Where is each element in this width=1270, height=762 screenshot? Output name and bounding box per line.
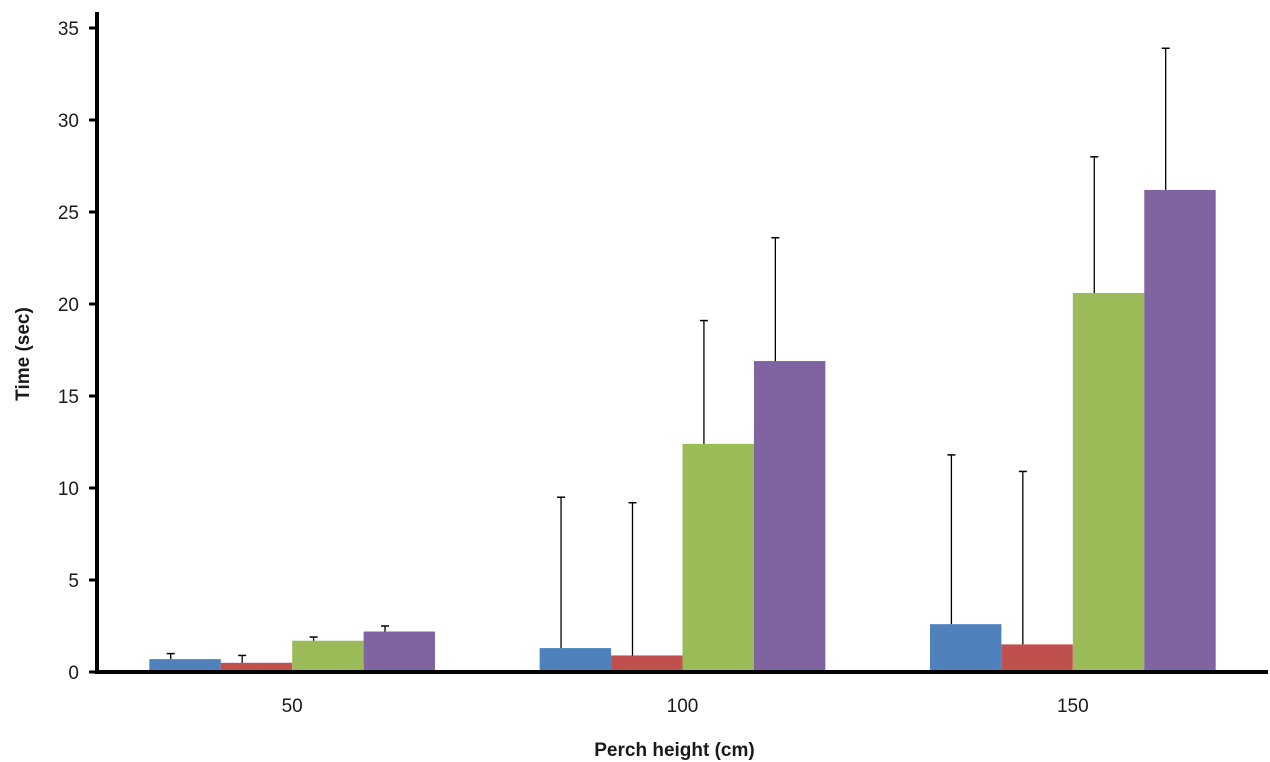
bar-s3-50	[292, 640, 364, 672]
y-tick-label: 0	[68, 663, 79, 684]
bar-s4-150	[1144, 189, 1216, 673]
bar-s1-150	[929, 624, 1002, 672]
bar-s4-100	[753, 361, 826, 672]
bar-s2-150	[1001, 644, 1073, 672]
y-tick-label: 15	[58, 387, 79, 408]
bar-s3-150	[1072, 292, 1145, 672]
error-bars-group	[166, 47, 1170, 663]
bar-s1-50	[149, 659, 221, 672]
bar-s3-100	[682, 443, 754, 672]
bar-s1-100	[539, 648, 612, 672]
bar-s4-50	[363, 631, 436, 672]
x-tick-label: 150	[1057, 696, 1089, 717]
y-tick-label: 10	[58, 479, 79, 500]
x-axis-title: Perch height (cm)	[594, 740, 754, 761]
y-tick-label: 35	[58, 19, 79, 40]
y-tick-label: 30	[58, 111, 79, 132]
y-axis-title: Time (sec)	[13, 307, 34, 401]
bar-s2-100	[611, 655, 683, 672]
x-tick-label: 50	[282, 696, 303, 717]
y-tick-label: 25	[58, 203, 79, 224]
x-tick-label: 100	[667, 696, 699, 717]
y-tick-label: 20	[58, 295, 79, 316]
bars-group	[149, 189, 1216, 673]
y-tick-label: 5	[68, 571, 79, 592]
y-axis-ticks: 0 5 10 15 20 25 30 35	[58, 19, 97, 684]
bar-s2-50	[220, 662, 293, 672]
x-axis-ticks: 50 100 150	[282, 696, 1089, 717]
